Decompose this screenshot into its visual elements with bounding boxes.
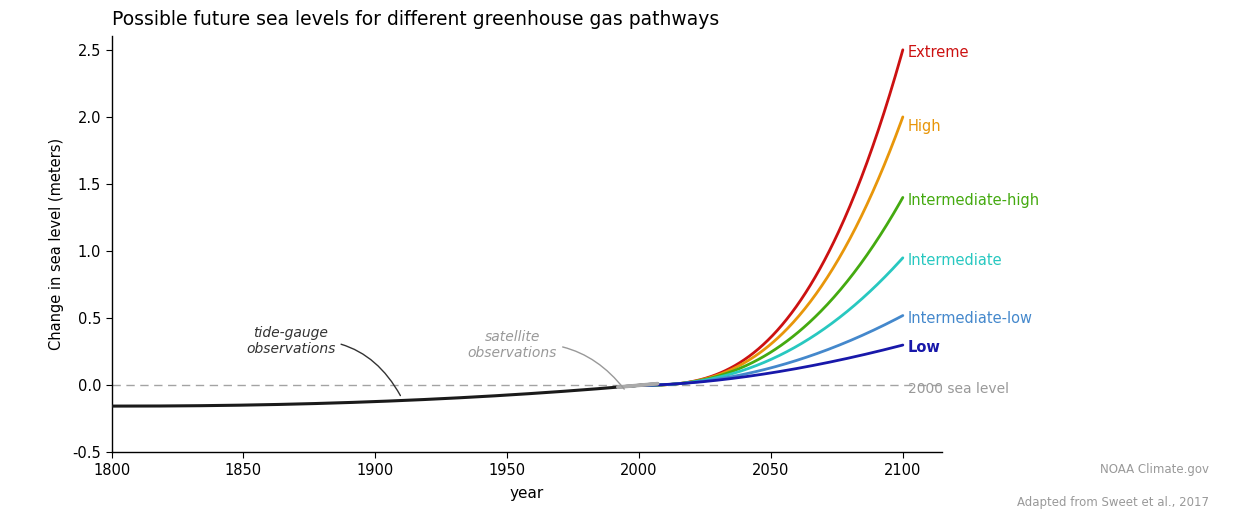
Text: Intermediate-low: Intermediate-low — [908, 311, 1033, 326]
Text: Intermediate: Intermediate — [908, 253, 1003, 268]
Text: satellite
observations: satellite observations — [467, 330, 624, 389]
Text: Possible future sea levels for different greenhouse gas pathways: Possible future sea levels for different… — [112, 10, 719, 29]
Text: Intermediate-high: Intermediate-high — [908, 192, 1040, 207]
X-axis label: year: year — [510, 486, 544, 501]
Text: Adapted from Sweet et al., 2017: Adapted from Sweet et al., 2017 — [1017, 496, 1209, 509]
Text: High: High — [908, 119, 941, 134]
Y-axis label: Change in sea level (meters): Change in sea level (meters) — [50, 138, 64, 350]
Text: Low: Low — [908, 340, 941, 355]
Text: 2000 sea level: 2000 sea level — [908, 382, 1009, 396]
Text: tide-gauge
observations: tide-gauge observations — [247, 326, 401, 396]
Text: Extreme: Extreme — [908, 45, 970, 60]
Text: NOAA Climate.gov: NOAA Climate.gov — [1100, 463, 1209, 476]
